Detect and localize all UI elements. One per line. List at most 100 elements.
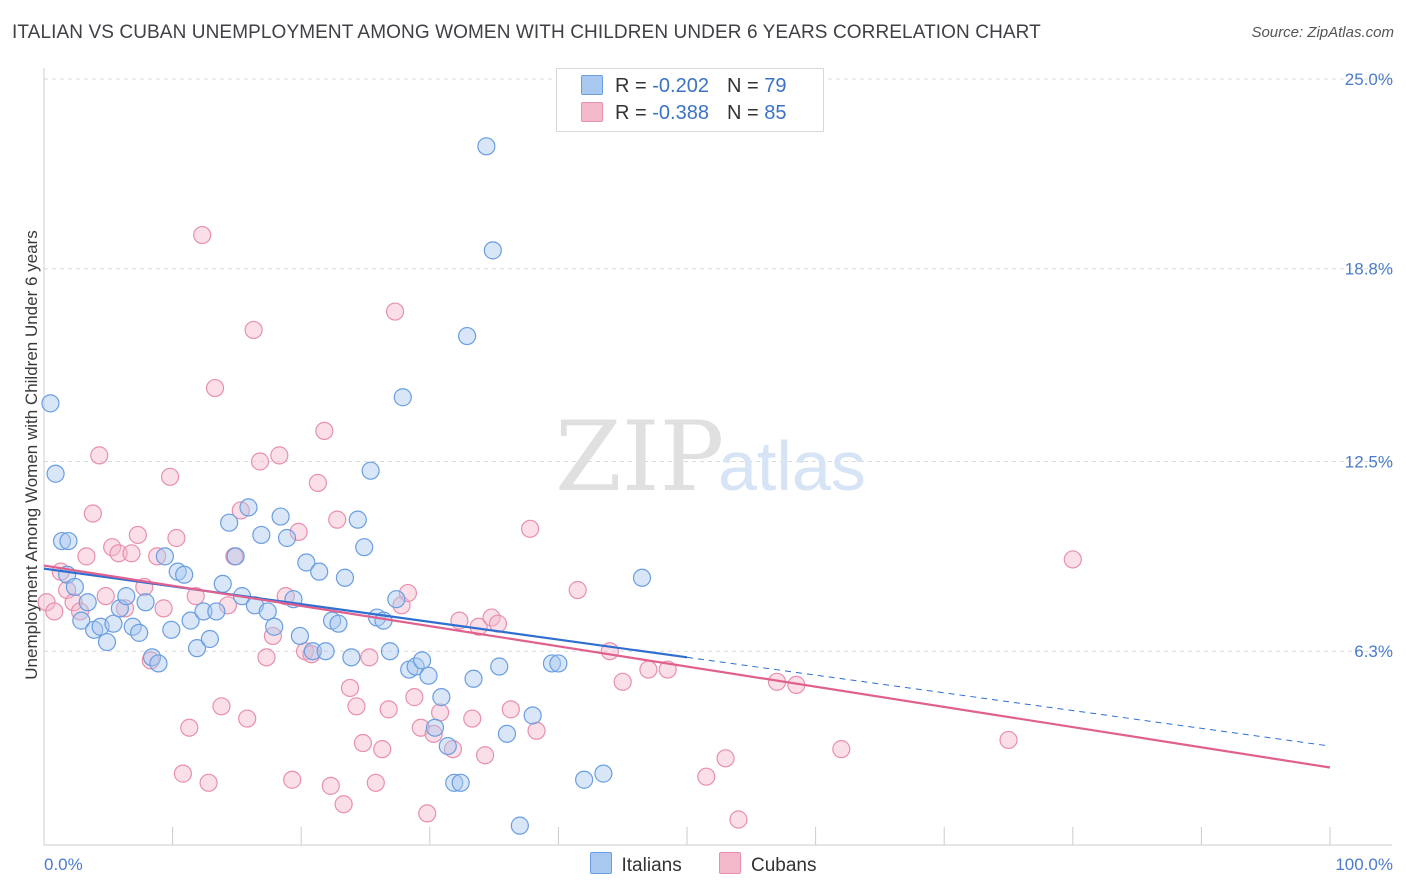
- cubans-point: [154, 599, 173, 618]
- italians-point: [348, 510, 367, 529]
- grid-lines: [44, 78, 1392, 652]
- cubans-point: [366, 773, 385, 792]
- legend-item-cubans: Cubans: [718, 852, 817, 877]
- cubans-point: [238, 709, 257, 728]
- legend-n-label: N =: [726, 75, 765, 97]
- cubans-point: [160, 467, 180, 486]
- italians-swatch: [581, 75, 603, 95]
- cubans-point: [639, 660, 658, 679]
- italians-point: [464, 669, 483, 688]
- cubans-point: [463, 709, 482, 728]
- cubans-point: [527, 721, 546, 740]
- italians-points: [41, 137, 652, 835]
- cubans-point: [568, 580, 587, 600]
- trend-lines: [43, 564, 1331, 769]
- cubans-point: [186, 587, 205, 606]
- series-legend: Italians Cubans: [0, 852, 1406, 877]
- cubans-point: [353, 733, 373, 753]
- cubans-point: [90, 446, 109, 465]
- cubans-point: [37, 593, 56, 612]
- italians-point: [213, 574, 232, 594]
- italians-point: [97, 632, 117, 652]
- cubans-point: [96, 587, 115, 606]
- x-tick-labels: 0.0% 100.0%: [44, 855, 1393, 874]
- cubans-point: [70, 602, 90, 621]
- legend-r-label: R =: [615, 75, 653, 97]
- y-tick-label: 6.3%: [1354, 642, 1393, 661]
- cubans-legend-label: Cubans: [750, 855, 817, 876]
- watermark-zip: ZIP: [555, 401, 724, 513]
- cubans-point: [270, 446, 289, 465]
- cubans-point: [77, 547, 96, 566]
- italians-point: [207, 602, 226, 621]
- cubans-point: [205, 378, 225, 398]
- italians-point: [361, 461, 380, 480]
- italians-point: [117, 587, 136, 606]
- cubans-point: [263, 626, 283, 646]
- legend-n-value: 79: [764, 75, 787, 97]
- cubans-point: [173, 764, 192, 783]
- italians-point: [290, 626, 310, 646]
- y-tick-label: 12.5%: [1345, 453, 1393, 472]
- italians-point: [523, 706, 542, 725]
- cubans-point: [328, 510, 347, 529]
- italians-point: [149, 654, 168, 673]
- italians-point: [220, 513, 239, 532]
- italians-point: [310, 562, 329, 581]
- cubans-point: [340, 678, 360, 698]
- stats-legend: R = -0.202 N = 79 R = -0.388 N = 85: [556, 68, 824, 132]
- cubans-point: [418, 804, 437, 823]
- italians-point: [78, 593, 97, 612]
- italians-point: [72, 611, 91, 630]
- italians-legend-swatch: [589, 852, 612, 874]
- italians-point: [380, 642, 400, 661]
- cubans-point: [832, 740, 851, 759]
- watermark-atlas: atlas: [718, 427, 866, 505]
- italians-point: [335, 568, 355, 587]
- italians-point: [477, 137, 496, 156]
- y-axis-label: Unemployment Among Women with Children U…: [22, 230, 41, 679]
- italians-point: [258, 602, 277, 621]
- cubans-point: [212, 697, 231, 716]
- cubans-point: [128, 525, 147, 545]
- cubans-point: [199, 773, 218, 792]
- cubans-point: [283, 770, 302, 789]
- italians-point: [393, 388, 412, 407]
- italians-point: [342, 648, 361, 667]
- italians-point: [277, 528, 297, 548]
- legend-r-label: R =: [615, 102, 653, 124]
- italians-point: [181, 611, 200, 630]
- cubans-point: [373, 740, 392, 759]
- italians-point: [445, 773, 464, 792]
- italians-point: [575, 770, 594, 789]
- cubans-point: [45, 602, 64, 621]
- cubans-point: [430, 703, 450, 722]
- italians-point: [419, 666, 438, 685]
- italians-point: [271, 507, 290, 526]
- italians-point: [497, 724, 517, 743]
- italians-point: [432, 688, 451, 707]
- cubans-point: [443, 740, 463, 759]
- italians-point: [457, 326, 477, 346]
- cubans-point: [289, 522, 308, 541]
- italians-point: [297, 553, 316, 572]
- cubans-point: [405, 688, 424, 707]
- italians-point: [490, 657, 509, 676]
- italians-trend-extension: [686, 656, 1331, 747]
- cubans-point: [148, 547, 167, 566]
- italians-point: [136, 593, 155, 612]
- cubans-point: [379, 700, 398, 719]
- cubans-point: [360, 648, 379, 667]
- italians-point: [252, 525, 271, 545]
- italians-point: [59, 531, 78, 551]
- cubans-point: [501, 700, 520, 719]
- italians-point: [41, 394, 60, 413]
- italians-point: [187, 639, 207, 658]
- italians-point: [483, 241, 502, 260]
- cubans-point: [347, 697, 366, 716]
- cubans-point: [424, 724, 443, 743]
- legend-item-italians: Italians: [589, 852, 682, 877]
- cubans-point: [257, 648, 276, 667]
- italians-point: [329, 614, 348, 633]
